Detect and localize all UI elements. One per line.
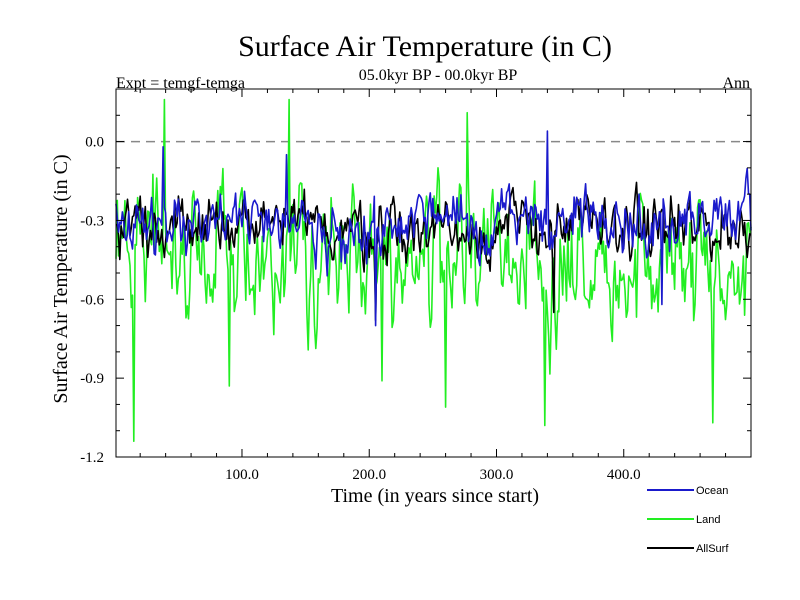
x-tick-label: 400.0 [607, 467, 641, 483]
plot-area: 100.0 200.0 300.0 400.0 -1.2 -0.9 -0.6 -0.3 0.0 [80, 88, 752, 483]
legend-label-ocean: Ocean [696, 485, 728, 497]
y-tick-label: -0.6 [80, 292, 104, 308]
series-line-ocean [115, 130, 752, 327]
x-tick-label: 300.0 [480, 467, 514, 483]
season-label: Ann [722, 75, 750, 92]
y-axis-label: Surface Air Temperature (in C) [50, 154, 72, 403]
legend-label-allsurf: AllSurf [696, 543, 729, 555]
legend-label-land: Land [696, 514, 720, 526]
plot-frame [115, 88, 752, 458]
series-line-land [115, 98, 752, 443]
x-tick-label: 200.0 [352, 467, 386, 483]
chart-subtitle: 05.0kyr BP - 00.0kyr BP [359, 67, 518, 84]
y-tick-label: 0.0 [85, 135, 104, 151]
y-tick-label: -1.2 [80, 450, 104, 466]
chart-title: Surface Air Temperature (in C) [238, 30, 612, 63]
x-axis-label: Time (in years since start) [331, 485, 539, 507]
y-tick-label: -0.9 [80, 371, 104, 387]
experiment-label: Expt = temgf-temga [116, 75, 245, 92]
legend: Ocean Land AllSurf [647, 485, 729, 555]
y-tick-label: -0.3 [80, 213, 104, 229]
x-tick-label: 100.0 [225, 467, 259, 483]
